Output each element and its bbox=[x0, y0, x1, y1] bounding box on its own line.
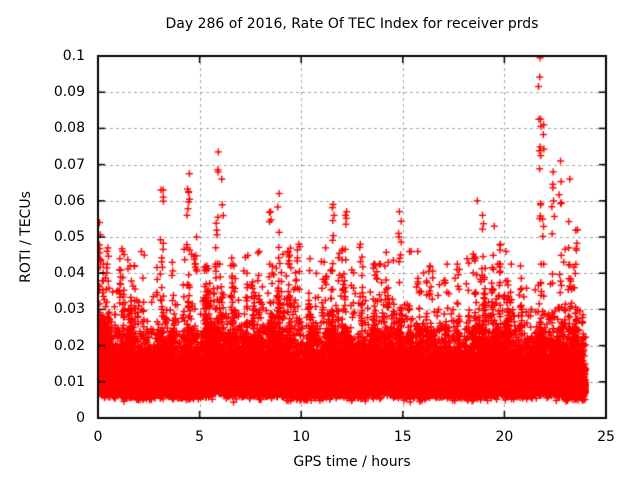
y-tick-label: 0.1 bbox=[62, 48, 85, 64]
x-tick-label: 15 bbox=[393, 429, 412, 445]
y-tick-label: 0.05 bbox=[53, 229, 85, 245]
y-tick-label: 0.09 bbox=[53, 84, 85, 101]
x-tick-label: 20 bbox=[495, 429, 514, 445]
y-tick-label: 0.03 bbox=[53, 301, 85, 318]
x-tick-label: 10 bbox=[292, 429, 311, 445]
x-tick-label: 25 bbox=[597, 429, 615, 445]
y-tick-label: 0.07 bbox=[53, 156, 85, 173]
chart-title: Day 286 of 2016, Rate Of TEC Index for r… bbox=[165, 16, 539, 32]
y-tick-label: 0.04 bbox=[53, 265, 85, 282]
x-tick-label: 5 bbox=[195, 429, 205, 445]
x-tick-label: 0 bbox=[93, 429, 103, 445]
y-tick-label: 0.02 bbox=[53, 337, 85, 354]
y-tick-label: 0.06 bbox=[53, 192, 85, 209]
y-tick-label: 0.01 bbox=[53, 373, 85, 390]
y-tick-label: 0.08 bbox=[53, 120, 85, 137]
y-tick-label: 0 bbox=[76, 410, 85, 426]
y-axis-label: ROTI / TECUs bbox=[18, 191, 34, 283]
x-axis-label: GPS time / hours bbox=[293, 454, 411, 470]
